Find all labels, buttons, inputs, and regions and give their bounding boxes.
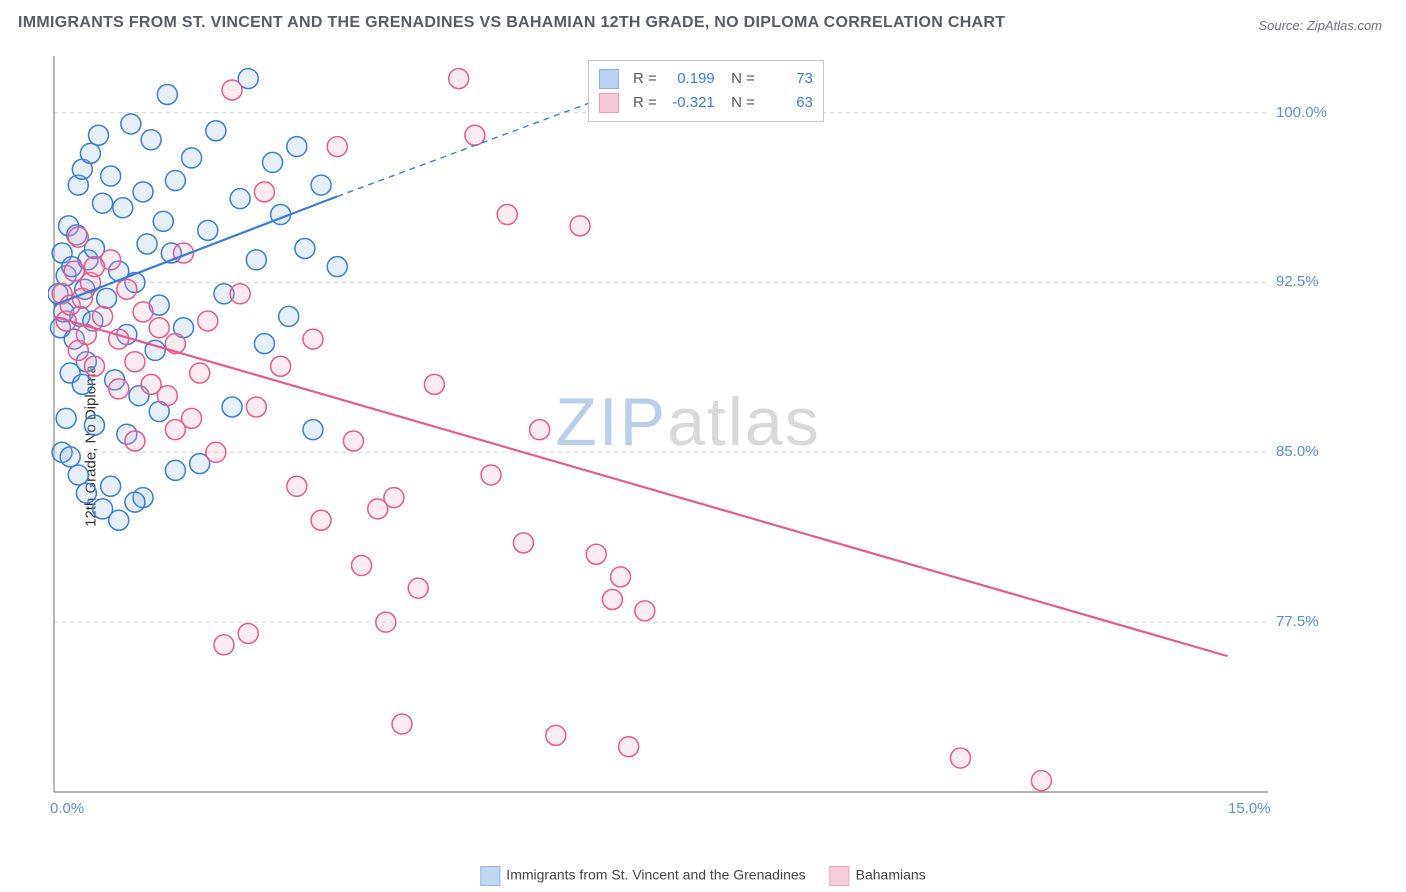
stat-value-n: 63 — [763, 91, 813, 115]
stat-value-r: -0.321 — [665, 91, 715, 115]
x-tick-label: 0.0% — [50, 800, 84, 817]
stat-value-n: 73 — [763, 67, 813, 91]
stat-label-r: R = — [633, 67, 657, 91]
plot-svg — [48, 48, 1328, 828]
stat-label-r: R = — [633, 91, 657, 115]
legend-item: Immigrants from St. Vincent and the Gren… — [480, 866, 805, 886]
stat-value-r: 0.199 — [665, 67, 715, 91]
series-swatch — [599, 93, 619, 113]
stats-row: R = -0.321 N = 63 — [599, 91, 813, 115]
stats-row: R = 0.199 N = 73 — [599, 67, 813, 91]
stat-label-n: N = — [723, 91, 755, 115]
y-tick-label: 85.0% — [1276, 443, 1319, 460]
series-swatch — [599, 69, 619, 89]
legend-item: Bahamians — [830, 866, 926, 886]
correlation-stats-box: R = 0.199 N = 73 R = -0.321 N = 63 — [588, 60, 824, 122]
stat-label-n: N = — [723, 67, 755, 91]
legend: Immigrants from St. Vincent and the Gren… — [480, 866, 925, 886]
x-tick-label: 15.0% — [1228, 800, 1271, 817]
chart-title: IMMIGRANTS FROM ST. VINCENT AND THE GREN… — [18, 14, 1005, 32]
legend-swatch — [830, 866, 850, 886]
y-tick-label: 92.5% — [1276, 273, 1319, 290]
y-tick-label: 77.5% — [1276, 613, 1319, 630]
scatter-plot: ZIPatlas R = 0.199 N =73R =-0.321 N =63 — [48, 48, 1328, 828]
y-tick-label: 100.0% — [1276, 104, 1327, 121]
legend-label: Immigrants from St. Vincent and the Gren… — [506, 867, 805, 883]
source-attribution: Source: ZipAtlas.com — [1258, 18, 1382, 33]
legend-swatch — [480, 866, 500, 886]
legend-label: Bahamians — [856, 867, 926, 883]
